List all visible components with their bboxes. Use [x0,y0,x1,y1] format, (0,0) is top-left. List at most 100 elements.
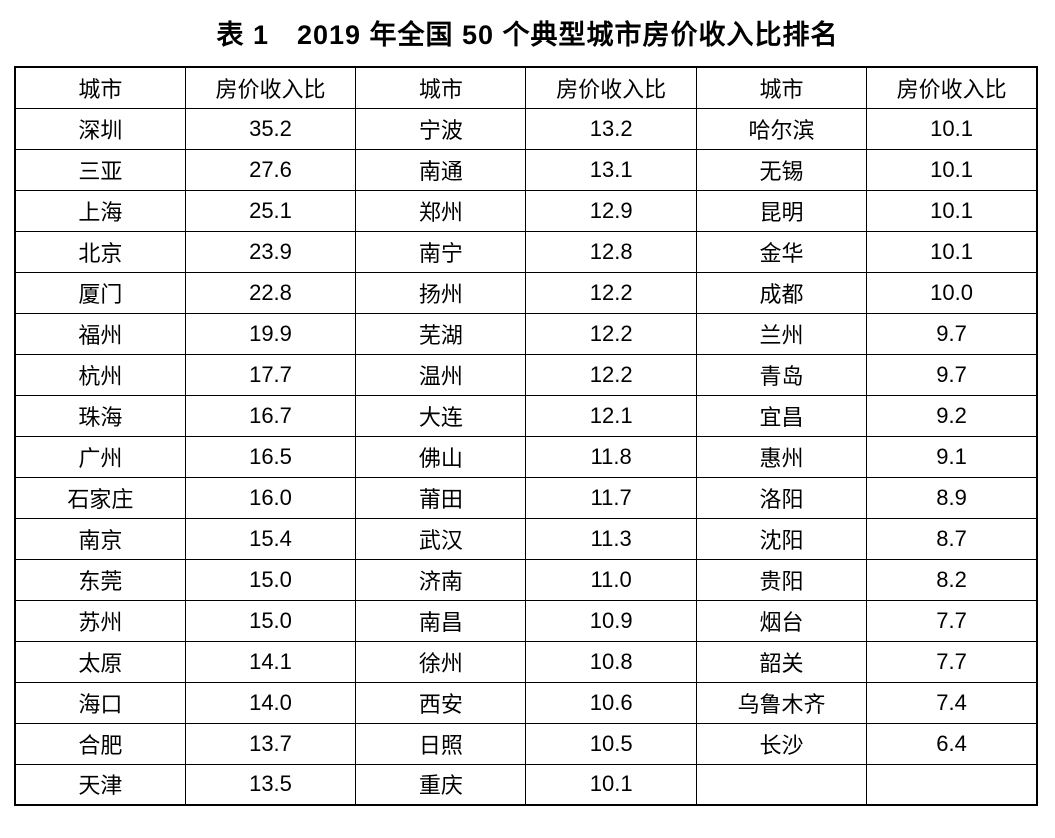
city-cell: 珠海 [14,394,186,437]
city-cell: 杭州 [14,353,186,396]
table-row: 南京 15.4 武汉 11.3 沈阳 8.7 [14,517,1038,560]
table-row: 北京 23.9 南宁 12.8 金华 10.1 [14,230,1038,273]
city-cell: 重庆 [355,763,527,806]
ratio-cell: 14.0 [184,681,357,724]
ratio-cell: 12.2 [525,271,697,314]
ratio-cell: 27.6 [184,148,357,191]
ratio-cell: 12.2 [525,353,697,396]
ratio-cell: 9.1 [866,435,1038,478]
table-row: 太原 14.1 徐州 10.8 韶关 7.7 [14,640,1038,683]
city-cell: 广州 [14,435,186,478]
table-row: 三亚 27.6 南通 13.1 无锡 10.1 [14,148,1038,191]
ratio-cell: 19.9 [184,312,357,355]
city-cell [695,763,868,806]
city-cell: 苏州 [14,599,186,642]
table-row: 厦门 22.8 扬州 12.2 成都 10.0 [14,271,1038,314]
city-cell: 哈尔滨 [695,107,868,150]
city-cell: 韶关 [695,640,868,683]
ratio-cell: 14.1 [184,640,357,683]
city-cell: 郑州 [355,189,527,232]
table-row: 珠海 16.7 大连 12.1 宜昌 9.2 [14,394,1038,437]
city-cell: 海口 [14,681,186,724]
ratio-cell: 11.0 [525,558,697,601]
table-row: 石家庄 16.0 莆田 11.7 洛阳 8.9 [14,476,1038,519]
city-cell: 莆田 [355,476,527,519]
ratio-cell: 13.2 [525,107,697,150]
city-cell: 厦门 [14,271,186,314]
city-cell: 深圳 [14,107,186,150]
column-header-city-1: 城市 [14,66,186,109]
ratio-cell: 10.1 [866,189,1038,232]
city-cell: 成都 [695,271,868,314]
table-title: 表 1 2019 年全国 50 个典型城市房价收入比排名 [216,20,839,50]
ratio-cell: 9.7 [866,312,1038,355]
city-cell: 金华 [695,230,868,273]
ratio-cell: 11.3 [525,517,697,560]
header-row: 城市 房价收入比 城市 房价收入比 城市 房价收入比 [14,66,1038,109]
city-cell: 洛阳 [695,476,868,519]
ratio-cell: 23.9 [184,230,357,273]
ratio-cell: 16.5 [184,435,357,478]
city-cell: 南京 [14,517,186,560]
ratio-cell: 35.2 [184,107,357,150]
ratio-cell: 12.1 [525,394,697,437]
ratio-cell: 7.4 [866,681,1038,724]
ratio-cell: 10.8 [525,640,697,683]
ratio-cell: 9.2 [866,394,1038,437]
ratio-cell: 10.0 [866,271,1038,314]
price-income-ratio-table: 城市 房价收入比 城市 房价收入比 城市 房价收入比 深圳 35.2 宁波 13.2 哈… [14,66,1038,806]
city-cell: 东莞 [14,558,186,601]
city-cell: 合肥 [14,722,186,765]
ratio-cell: 9.7 [866,353,1038,396]
ratio-cell: 17.7 [184,353,357,396]
table-row: 东莞 15.0 济南 11.0 贵阳 8.2 [14,558,1038,601]
city-cell: 烟台 [695,599,868,642]
table-row: 深圳 35.2 宁波 13.2 哈尔滨 10.1 [14,107,1038,150]
city-cell: 南昌 [355,599,527,642]
ratio-cell: 8.9 [866,476,1038,519]
city-cell: 贵阳 [695,558,868,601]
ratio-cell: 10.1 [866,230,1038,273]
ratio-cell: 13.1 [525,148,697,191]
column-header-ratio-1: 房价收入比 [184,66,357,109]
ratio-cell: 7.7 [866,599,1038,642]
column-header-city-3: 城市 [695,66,868,109]
table-row: 天津 13.5 重庆 10.1 [14,763,1038,806]
city-cell: 无锡 [695,148,868,191]
city-cell: 太原 [14,640,186,683]
city-cell: 兰州 [695,312,868,355]
table-row: 海口 14.0 西安 10.6 乌鲁木齐 7.4 [14,681,1038,724]
ratio-cell [866,763,1038,806]
ratio-cell: 11.8 [525,435,697,478]
city-cell: 武汉 [355,517,527,560]
city-cell: 西安 [355,681,527,724]
city-cell: 上海 [14,189,186,232]
ratio-cell: 11.7 [525,476,697,519]
city-cell: 大连 [355,394,527,437]
city-cell: 宁波 [355,107,527,150]
city-cell: 徐州 [355,640,527,683]
ratio-cell: 12.9 [525,189,697,232]
ratio-cell: 12.8 [525,230,697,273]
city-cell: 乌鲁木齐 [695,681,868,724]
city-cell: 惠州 [695,435,868,478]
ratio-cell: 16.0 [184,476,357,519]
ratio-cell: 15.4 [184,517,357,560]
city-cell: 佛山 [355,435,527,478]
city-cell: 日照 [355,722,527,765]
ratio-cell: 15.0 [184,558,357,601]
table-row: 上海 25.1 郑州 12.9 昆明 10.1 [14,189,1038,232]
city-cell: 青岛 [695,353,868,396]
table-body: 深圳 35.2 宁波 13.2 哈尔滨 10.1 三亚 27.6 南通 13.1 无锡 10.1 上海 2… [14,107,1038,806]
table-row: 广州 16.5 佛山 11.8 惠州 9.1 [14,435,1038,478]
city-cell: 三亚 [14,148,186,191]
city-cell: 昆明 [695,189,868,232]
ratio-cell: 15.0 [184,599,357,642]
city-cell: 温州 [355,353,527,396]
city-cell: 宜昌 [695,394,868,437]
ratio-cell: 10.5 [525,722,697,765]
ratio-cell: 8.2 [866,558,1038,601]
ratio-cell: 10.1 [866,148,1038,191]
city-cell: 济南 [355,558,527,601]
